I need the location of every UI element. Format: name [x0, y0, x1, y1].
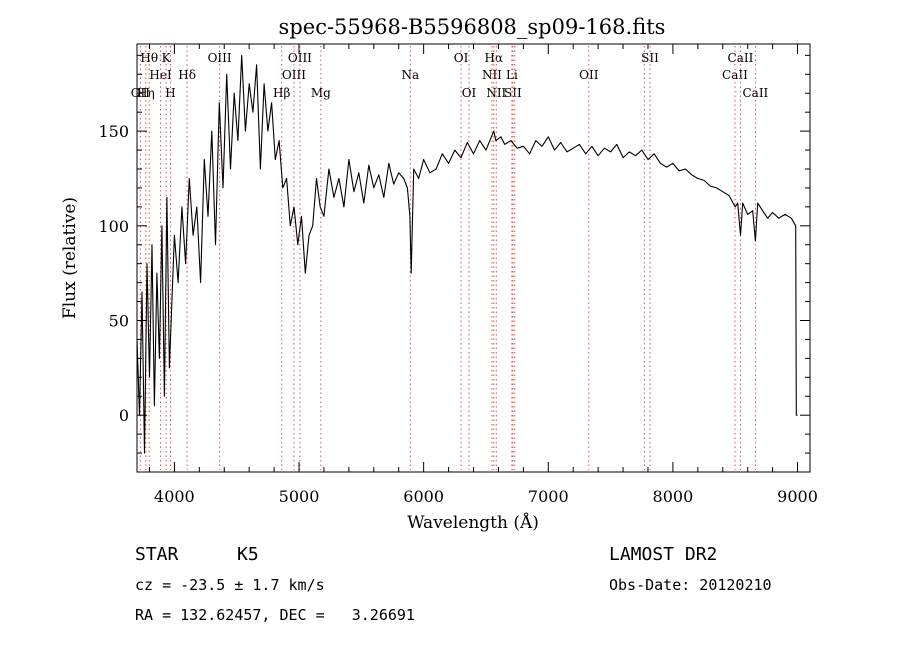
line-marker-label-4: K [162, 51, 172, 65]
redshift-readout: cz = -23.5 ± 1.7 km/s [135, 576, 325, 594]
spectrum-series [136, 54, 798, 454]
line-marker-label-23: SII [641, 51, 659, 65]
line-marker-label-6: Hδ [178, 68, 196, 82]
observation-date: Obs-Date: 20120210 [609, 576, 772, 594]
x-tick-label-6000: 6000 [403, 487, 444, 506]
line-marker-label-14: OI [462, 86, 477, 100]
line-marker-label-26: CaII [742, 86, 768, 100]
chart-title: spec-55968-B5596808_sp09-168.fits [279, 15, 666, 39]
line-marker-label-21: OII [579, 68, 599, 82]
line-marker-label-10: OIII [288, 51, 312, 65]
line-marker-label-9: OIII [282, 68, 306, 82]
x-tick-label-7000: 7000 [528, 487, 569, 506]
x-axis: 4000 5000 6000 7000 8000 9000 [148, 44, 818, 506]
line-marker-label-18: SII [504, 86, 522, 100]
coordinates-readout: RA = 132.62457, DEC = 3.26691 [135, 606, 415, 624]
line-marker-label-13: OI [454, 51, 469, 65]
line-marker-label-3: HeI [149, 68, 172, 82]
object-class: STAR [135, 544, 179, 565]
plot-frame [136, 43, 811, 473]
line-marker-label-25: CaII [728, 51, 754, 65]
line-marker-label-19: Li [506, 68, 518, 82]
y-tick-label-100: 100 [98, 217, 129, 236]
survey-name: LAMOST DR2 [609, 544, 717, 565]
line-marker-label-15: NII [482, 68, 502, 82]
y-tick-label-150: 150 [98, 122, 129, 141]
x-tick-label-9000: 9000 [777, 487, 818, 506]
line-marker-label-2: Hθ [140, 51, 158, 65]
line-marker-label-5: H [165, 86, 175, 100]
spectrum-line [136, 54, 798, 454]
line-marker-label-7: OIII [208, 51, 232, 65]
line-marker-label-1: Hη [137, 86, 155, 100]
x-tick-label-4000: 4000 [154, 487, 195, 506]
line-marker-label-8: Hβ [273, 86, 290, 100]
line-marker-label-16: Hα [485, 51, 504, 65]
y-tick-label-50: 50 [109, 311, 129, 330]
x-axis-label: Wavelength (Å) [407, 512, 539, 533]
x-tick-label-5000: 5000 [279, 487, 320, 506]
x-tick-label-8000: 8000 [653, 487, 694, 506]
y-tick-label-0: 0 [119, 406, 129, 425]
object-subclass: K5 [237, 544, 259, 565]
line-marker-label-11: Mg [311, 86, 331, 100]
y-axis: 0 50 100 150 [98, 54, 810, 454]
line-marker-label-24: CaII [722, 68, 748, 82]
line-markers: OII Hη Hθ HeI K HHδ OIII Hβ OIII OIII Mg Na OI OI NII H… [131, 46, 769, 470]
line-marker-label-12: Na [401, 68, 419, 82]
y-axis-label: Flux (relative) [60, 197, 80, 319]
line-marker-label-17: NII [486, 86, 506, 100]
